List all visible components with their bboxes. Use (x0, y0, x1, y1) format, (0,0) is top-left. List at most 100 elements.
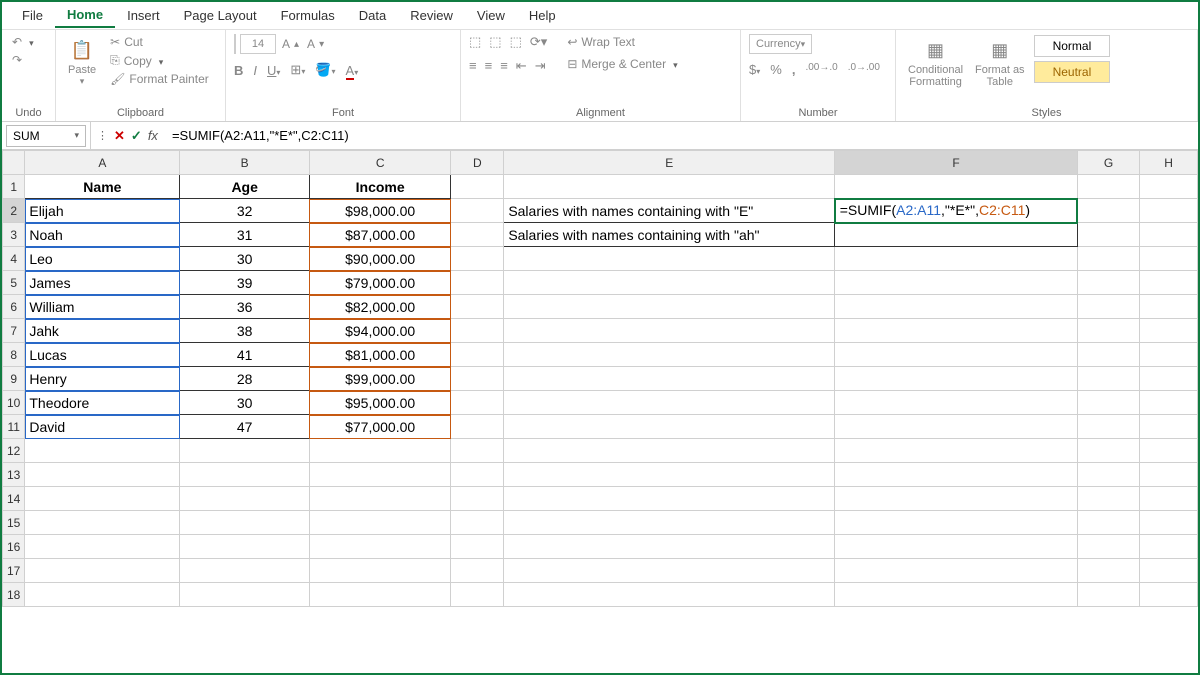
cell-F3[interactable] (835, 223, 1078, 247)
wrap-text-button[interactable]: ↩Wrap Text (565, 34, 679, 50)
cell[interactable] (504, 271, 835, 295)
redo-button[interactable]: ↷ (10, 52, 24, 68)
cell[interactable] (1077, 535, 1139, 559)
cell-C5[interactable]: $79,000.00 (309, 271, 450, 295)
bold-button[interactable]: B (234, 63, 243, 78)
cell[interactable] (1140, 271, 1198, 295)
cell[interactable] (25, 487, 180, 511)
cell-B9[interactable]: 28 (180, 367, 310, 391)
cell[interactable] (1140, 223, 1198, 247)
fill-color-button[interactable]: 🪣▾ (315, 62, 335, 78)
row-header-18[interactable]: 18 (3, 583, 25, 607)
cell[interactable] (835, 247, 1078, 271)
cell[interactable] (504, 295, 835, 319)
cell[interactable] (504, 487, 835, 511)
cancel-edit-button[interactable]: ✕ (114, 128, 125, 144)
cell-C10[interactable]: $95,000.00 (309, 391, 450, 415)
cell[interactable] (835, 367, 1078, 391)
cell[interactable] (25, 511, 180, 535)
cell-B10[interactable]: 30 (180, 391, 310, 415)
cell[interactable] (1140, 367, 1198, 391)
paste-button[interactable]: 📋 Paste ▾ (64, 34, 100, 89)
cell[interactable] (451, 343, 504, 367)
accounting-format-button[interactable]: $▾ (749, 62, 760, 77)
col-header-B[interactable]: B (180, 151, 310, 175)
row-header-8[interactable]: 8 (3, 343, 25, 367)
cell[interactable] (835, 415, 1078, 439)
cell[interactable] (451, 319, 504, 343)
cell[interactable] (835, 295, 1078, 319)
format-painter-button[interactable]: 🖌Format Painter (108, 71, 211, 87)
cell[interactable] (180, 463, 310, 487)
cell[interactable] (835, 175, 1078, 199)
cell[interactable] (835, 391, 1078, 415)
cell[interactable] (451, 583, 504, 607)
menu-file[interactable]: File (10, 4, 55, 27)
cell[interactable] (1140, 415, 1198, 439)
menu-help[interactable]: Help (517, 4, 568, 27)
cell[interactable] (1140, 487, 1198, 511)
cell[interactable] (1140, 583, 1198, 607)
cell-C3[interactable]: $87,000.00 (309, 223, 450, 247)
cell[interactable] (1077, 343, 1139, 367)
cell-A3[interactable]: Noah (25, 223, 180, 247)
cell[interactable] (835, 535, 1078, 559)
menu-home[interactable]: Home (55, 3, 115, 28)
row-header-11[interactable]: 11 (3, 415, 25, 439)
decrease-decimal-button[interactable]: .0→.00 (848, 62, 880, 77)
format-as-table-button[interactable]: ▦ Format as Table (971, 34, 1029, 90)
cell[interactable] (504, 439, 835, 463)
cell-E2[interactable]: Salaries with names containing with "E" (504, 199, 835, 223)
cell-A8[interactable]: Lucas (25, 343, 180, 367)
menu-formulas[interactable]: Formulas (269, 4, 347, 27)
align-center-button[interactable]: ≡ (485, 58, 493, 74)
cell[interactable] (1077, 439, 1139, 463)
cell[interactable] (25, 463, 180, 487)
cell-B4[interactable]: 30 (180, 247, 310, 271)
cell-C2[interactable]: $98,000.00 (309, 199, 450, 223)
cell[interactable] (451, 295, 504, 319)
cell[interactable] (1077, 487, 1139, 511)
cell[interactable] (25, 439, 180, 463)
cell-A1[interactable]: Name (25, 175, 180, 199)
col-header-F[interactable]: F (835, 151, 1078, 175)
cell[interactable] (451, 271, 504, 295)
cell[interactable] (451, 511, 504, 535)
font-family-select[interactable] (234, 34, 236, 54)
row-header-9[interactable]: 9 (3, 367, 25, 391)
cell[interactable] (1077, 367, 1139, 391)
undo-button[interactable]: ↶ (10, 34, 36, 50)
cell[interactable] (451, 439, 504, 463)
cell[interactable] (1077, 295, 1139, 319)
row-header-5[interactable]: 5 (3, 271, 25, 295)
decrease-indent-button[interactable]: ⇤ (516, 58, 527, 74)
cell[interactable] (835, 343, 1078, 367)
cell[interactable] (180, 439, 310, 463)
cell[interactable] (504, 319, 835, 343)
cell-C6[interactable]: $82,000.00 (309, 295, 450, 319)
row-header-7[interactable]: 7 (3, 319, 25, 343)
col-header-G[interactable]: G (1077, 151, 1139, 175)
cell[interactable] (504, 559, 835, 583)
font-color-button[interactable]: A▾ (346, 63, 359, 78)
spreadsheet-grid[interactable]: ABCDEFGH1NameAgeIncome2Elijah32$98,000.0… (2, 150, 1198, 673)
cell[interactable] (180, 535, 310, 559)
col-header-E[interactable]: E (504, 151, 835, 175)
row-header-12[interactable]: 12 (3, 439, 25, 463)
cell[interactable] (309, 559, 450, 583)
select-all-corner[interactable] (3, 151, 25, 175)
cell[interactable] (1140, 175, 1198, 199)
italic-button[interactable]: I (253, 63, 257, 78)
cell-A5[interactable]: James (25, 271, 180, 295)
cell[interactable] (1140, 535, 1198, 559)
col-header-D[interactable]: D (451, 151, 504, 175)
row-header-15[interactable]: 15 (3, 511, 25, 535)
font-size-select[interactable]: 14 (240, 34, 276, 54)
cell[interactable] (835, 511, 1078, 535)
col-header-C[interactable]: C (309, 151, 450, 175)
cell[interactable] (451, 487, 504, 511)
cell[interactable] (180, 487, 310, 511)
cell-B3[interactable]: 31 (180, 223, 310, 247)
formula-input[interactable]: =SUMIF(A2:A11,"*E*",C2:C11) (164, 126, 1198, 145)
cell[interactable] (504, 343, 835, 367)
